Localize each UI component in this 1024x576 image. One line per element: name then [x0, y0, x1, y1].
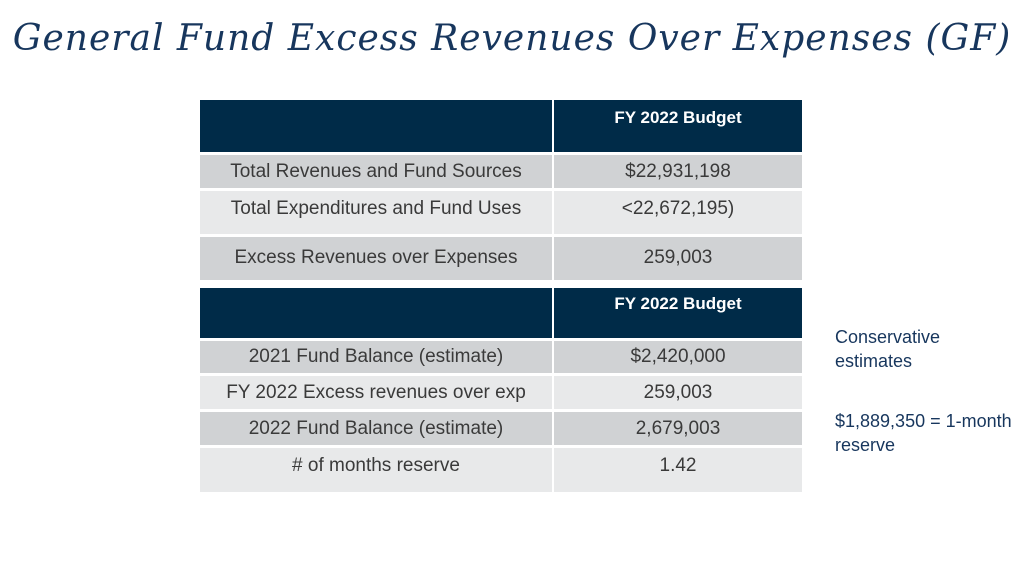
- table-row: Total Expenditures and Fund Uses <22,672…: [200, 188, 802, 236]
- side-note-reserve: $1,889,350 = 1-month reserve: [835, 411, 1012, 455]
- table-row: 2021 Fund Balance (estimate) $2,420,000: [200, 338, 802, 375]
- row-value: 259,003: [553, 373, 802, 411]
- row-label: FY 2022 Excess revenues over exp: [200, 373, 554, 411]
- row-label: # of months reserve: [200, 445, 554, 492]
- row-label: Total Expenditures and Fund Uses: [200, 188, 554, 236]
- row-label: 2021 Fund Balance (estimate): [200, 338, 554, 375]
- table-header-row: FY 2022 Budget: [200, 100, 802, 154]
- row-value: 259,003: [553, 234, 802, 280]
- header-cell-label: [200, 100, 554, 154]
- budget-summary-table: FY 2022 Budget Total Revenues and Fund S…: [200, 100, 802, 280]
- row-value: 1.42: [553, 445, 802, 492]
- header-cell-fy2022: FY 2022 Budget: [553, 100, 802, 154]
- table-row: # of months reserve 1.42: [200, 445, 802, 492]
- row-label: 2022 Fund Balance (estimate): [200, 409, 554, 447]
- header-cell-fy2022: FY 2022 Budget: [553, 288, 802, 340]
- row-value: 2,679,003: [553, 409, 802, 447]
- table-header-row: FY 2022 Budget: [200, 288, 802, 340]
- page-title: General Fund Excess Revenues Over Expens…: [12, 18, 1012, 59]
- row-value: $2,420,000: [553, 338, 802, 375]
- table-row: FY 2022 Excess revenues over exp 259,003: [200, 373, 802, 411]
- header-cell-label: [200, 288, 554, 340]
- side-note-conservative: Conservative estimates: [835, 327, 941, 371]
- table-row: Total Revenues and Fund Sources $22,931,…: [200, 152, 802, 190]
- row-label: Total Revenues and Fund Sources: [200, 152, 554, 190]
- table-row: 2022 Fund Balance (estimate) 2,679,003: [200, 409, 802, 447]
- row-value: <22,672,195): [553, 188, 802, 236]
- table-row: Excess Revenues over Expenses 259,003: [200, 234, 802, 280]
- row-value: $22,931,198: [553, 152, 802, 190]
- fund-balance-table: FY 2022 Budget 2021 Fund Balance (estima…: [200, 288, 802, 492]
- row-label: Excess Revenues over Expenses: [200, 234, 554, 280]
